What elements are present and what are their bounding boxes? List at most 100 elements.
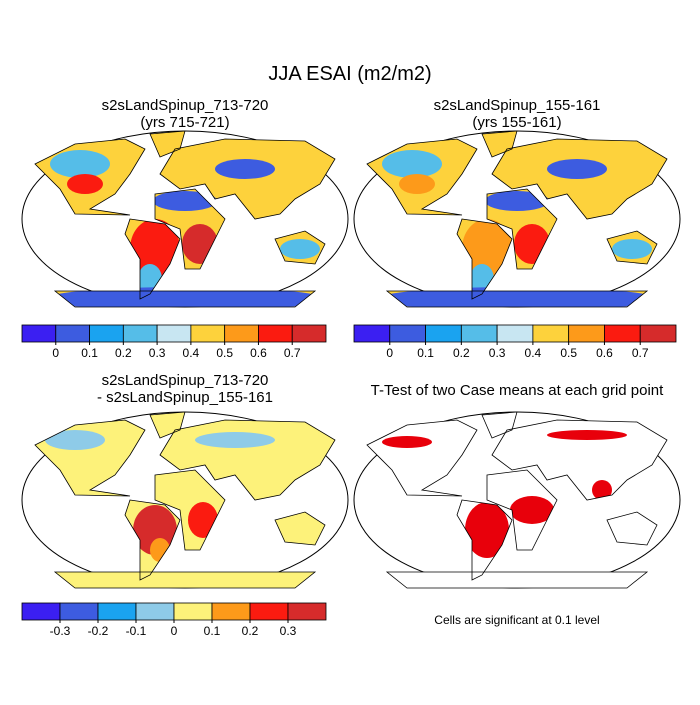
coastline xyxy=(149,130,186,158)
coastline xyxy=(366,419,478,497)
colorbar-label: 0 xyxy=(171,624,178,638)
colorbar-swatch xyxy=(21,602,61,621)
colorbar-swatch xyxy=(568,324,605,343)
map xyxy=(21,130,349,308)
colorbar-label: 0.1 xyxy=(204,624,221,638)
field-patch xyxy=(377,287,657,307)
colorbar-label: 0.1 xyxy=(81,346,98,360)
colorbar-label: 0.3 xyxy=(489,346,506,360)
coastline xyxy=(124,499,181,581)
field-patch xyxy=(215,159,275,179)
field-patch xyxy=(592,480,612,500)
colorbar-swatch xyxy=(460,324,498,343)
panel-title: (yrs 155-161) xyxy=(472,114,561,131)
colorbar-label: 0.2 xyxy=(115,346,132,360)
field-patch xyxy=(67,174,103,194)
coastline xyxy=(154,469,226,551)
colorbar-swatch xyxy=(425,324,462,343)
panel-title: (yrs 715-721) xyxy=(140,114,229,131)
colorbar-label: 0.2 xyxy=(453,346,470,360)
colorbar-swatch xyxy=(291,324,327,343)
colorbar-swatch xyxy=(122,324,158,343)
field-patch xyxy=(485,191,549,211)
colorbar-label: 0.4 xyxy=(183,346,200,360)
colorbar-label: 0.7 xyxy=(632,346,649,360)
coastline xyxy=(486,188,558,270)
colorbar-label: 0.1 xyxy=(417,346,434,360)
coastline xyxy=(149,411,186,439)
field-patch xyxy=(45,287,325,307)
coastline xyxy=(481,130,518,158)
colorbar-swatch xyxy=(135,602,175,621)
colorbar-label: 0.7 xyxy=(284,346,301,360)
coastline xyxy=(491,138,668,220)
coastline xyxy=(53,571,317,589)
field-patch xyxy=(50,150,110,178)
colorbar-swatch xyxy=(389,324,426,343)
field-patch xyxy=(45,430,105,450)
coastline xyxy=(385,571,649,589)
colorbar-label: -0.1 xyxy=(126,624,147,638)
colorbar-swatch xyxy=(258,324,293,343)
field-patch xyxy=(153,191,217,211)
coastline xyxy=(481,411,518,439)
field-patch xyxy=(399,174,435,194)
coastline xyxy=(366,138,478,216)
colorbar-swatch xyxy=(249,602,289,621)
colorbar-label: 0 xyxy=(52,346,59,360)
colorbar-swatch xyxy=(97,602,137,621)
coastline xyxy=(491,419,668,501)
colorbar-label: 0 xyxy=(386,346,393,360)
coastline xyxy=(124,218,181,300)
coastline xyxy=(274,230,326,265)
field-patch xyxy=(547,159,607,179)
colorbar-swatch xyxy=(89,324,124,343)
field-patch xyxy=(382,436,432,448)
coastline xyxy=(159,138,336,220)
field-patch xyxy=(547,430,627,440)
colorbar-label: 0.5 xyxy=(216,346,233,360)
colorbar-label: 0.3 xyxy=(149,346,166,360)
colorbar-swatch xyxy=(190,324,226,343)
colorbar-swatch xyxy=(224,324,259,343)
colorbar-swatch xyxy=(496,324,534,343)
colorbar-swatch xyxy=(639,324,677,343)
colorbar-label: 0.6 xyxy=(250,346,267,360)
coastline xyxy=(456,218,513,300)
colorbar-label: 0.6 xyxy=(596,346,613,360)
field-patch xyxy=(510,496,554,524)
map xyxy=(21,411,349,589)
colorbar-swatch xyxy=(173,602,213,621)
coastline xyxy=(606,511,658,546)
field-patch xyxy=(280,239,320,259)
colorbar-swatch xyxy=(156,324,192,343)
note: Cells are significant at 0.1 level xyxy=(434,613,599,627)
field-patch xyxy=(465,502,509,558)
colorbar-label: 0.3 xyxy=(280,624,297,638)
field-patch xyxy=(382,150,442,178)
coastline xyxy=(385,290,649,308)
coastline xyxy=(53,290,317,308)
coastline xyxy=(34,138,146,216)
coastline xyxy=(274,511,326,546)
field-patch xyxy=(130,219,180,279)
coastline xyxy=(34,419,146,497)
colorbar-swatch xyxy=(59,602,99,621)
colorbar-swatch xyxy=(211,602,251,621)
field-patch xyxy=(612,239,652,259)
colorbar-swatch xyxy=(604,324,641,343)
coastline xyxy=(154,188,226,270)
field-patch xyxy=(462,219,512,279)
colorbar-swatch xyxy=(532,324,570,343)
colorbar-swatch xyxy=(287,602,327,621)
panel-title: T-Test of two Case means at each grid po… xyxy=(371,382,664,399)
map xyxy=(353,411,681,589)
map xyxy=(353,130,681,308)
coastline xyxy=(486,469,558,551)
panel-title: - s2sLandSpinup_155-161 xyxy=(97,389,273,406)
colorbar-swatch xyxy=(55,324,90,343)
panel-title: s2sLandSpinup_713-720 xyxy=(102,97,269,114)
coastline xyxy=(159,419,336,501)
coastline xyxy=(606,230,658,265)
